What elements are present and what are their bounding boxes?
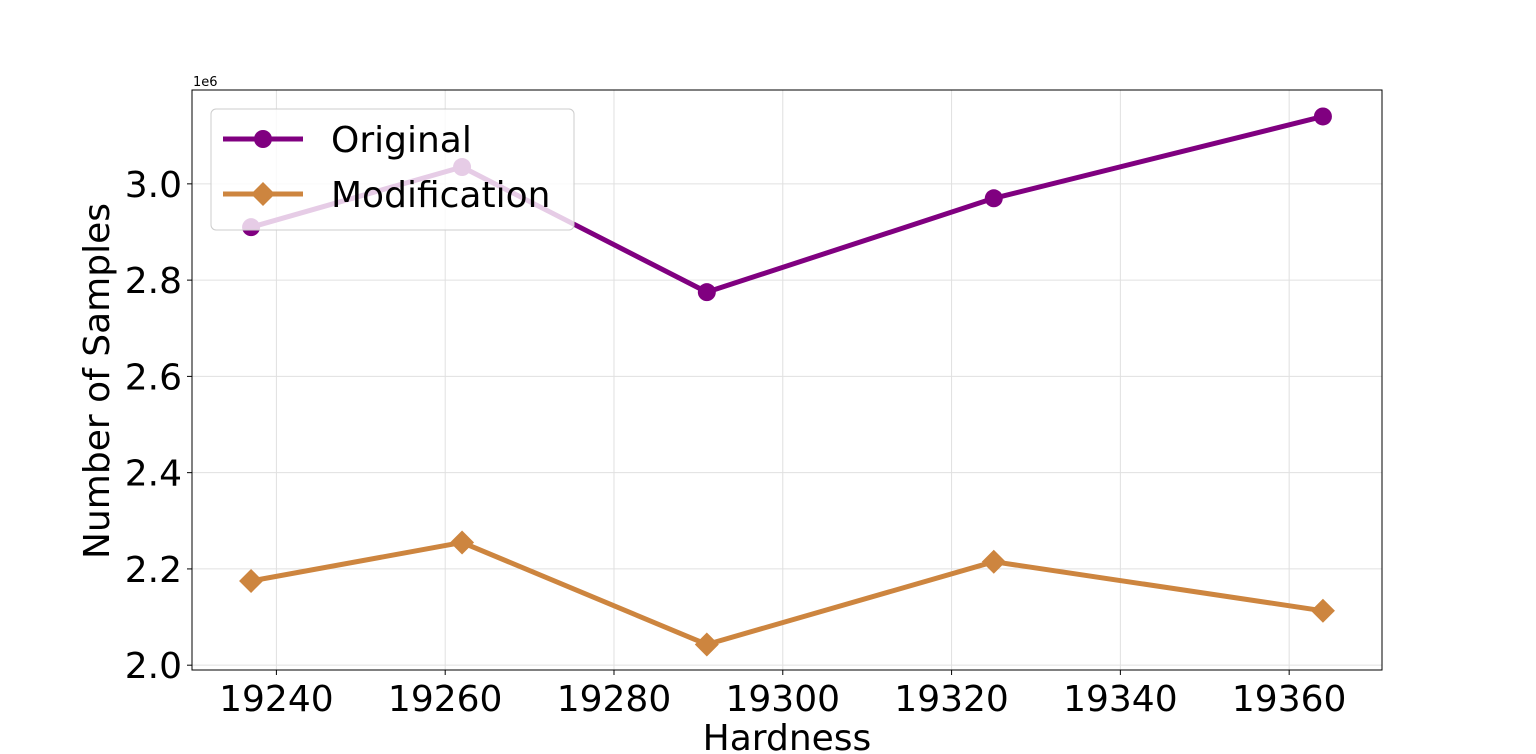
legend-marker-modification xyxy=(251,182,275,206)
legend-label-original: Original xyxy=(331,120,472,161)
y-tick-label: 3.0 xyxy=(125,165,182,206)
series-line-modification xyxy=(248,539,1326,647)
x-tick-label: 19300 xyxy=(726,679,841,720)
data-point-modification xyxy=(981,549,1006,574)
y-axis: 2.0 2.2 2.4 2.6 2.8 3.0 xyxy=(125,165,192,687)
data-point-modification xyxy=(1310,598,1335,623)
y-axis-title: Number of Samples xyxy=(77,203,118,559)
data-point-modification xyxy=(450,530,475,555)
x-tick-label: 19340 xyxy=(1063,679,1178,720)
x-tick-label: 19280 xyxy=(557,679,672,720)
x-axis-title: Hardness xyxy=(703,718,872,754)
y-tick-label: 2.6 xyxy=(125,357,182,398)
data-point-modification xyxy=(694,632,719,657)
data-point-original xyxy=(984,189,1003,208)
data-point-original xyxy=(1313,107,1332,126)
x-axis: 19240 19260 19280 19300 19320 19340 19360 xyxy=(219,670,1346,720)
grid xyxy=(192,90,1382,670)
y-tick-label: 2.4 xyxy=(125,454,182,495)
x-tick-label: 19360 xyxy=(1232,679,1347,720)
y-tick-label: 2.0 xyxy=(125,646,182,687)
plot-frame xyxy=(191,89,1383,671)
y-axis-offset-label: 1e6 xyxy=(193,75,218,90)
y-tick-label: 2.2 xyxy=(125,550,182,591)
series-modification xyxy=(239,530,1335,657)
y-tick-label: 2.8 xyxy=(125,261,182,302)
legend: Original Modification xyxy=(210,108,575,231)
legend-marker-original xyxy=(254,130,272,148)
x-tick-label: 19240 xyxy=(219,679,334,720)
x-tick-label: 19260 xyxy=(388,679,503,720)
x-tick-label: 19320 xyxy=(894,679,1009,720)
legend-label-modification: Modification xyxy=(331,175,550,216)
data-point-original xyxy=(697,283,716,302)
data-point-modification xyxy=(239,568,264,593)
